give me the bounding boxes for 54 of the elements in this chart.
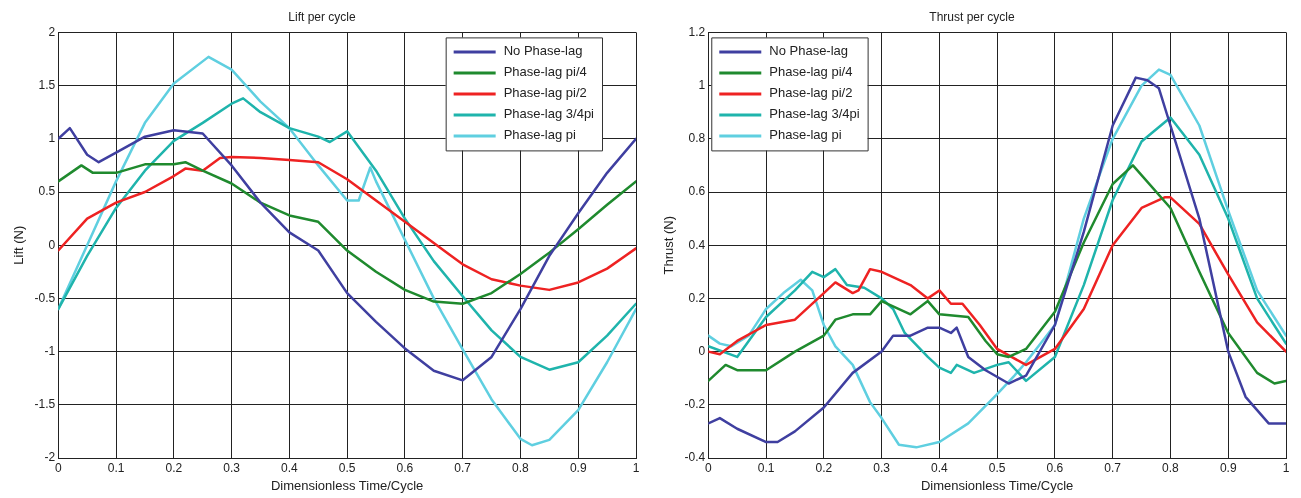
y-axis-title: Thrust (N) bbox=[661, 215, 677, 275]
x-tick-label: 0.8 bbox=[512, 460, 530, 475]
legend-label: No Phase-lag bbox=[503, 43, 583, 59]
legend-label: Phase-lag pi bbox=[503, 127, 577, 143]
y-tick-label: -0.5 bbox=[34, 290, 56, 305]
x-tick-label: 0.1 bbox=[107, 460, 125, 475]
x-tick-label: 0.9 bbox=[569, 460, 587, 475]
x-tick-label: 0.3 bbox=[223, 460, 241, 475]
legend-label: Phase-lag pi/2 bbox=[769, 85, 853, 101]
x-tick-label: 0.5 bbox=[988, 460, 1006, 475]
y-tick-label: -1 bbox=[44, 343, 56, 358]
x-axis-title: Dimensionless Time/Cycle bbox=[920, 477, 1074, 493]
legend-label: Phase-lag pi bbox=[769, 127, 842, 143]
y-tick-label: 0 bbox=[698, 343, 706, 358]
y-tick-label: -0.2 bbox=[684, 397, 706, 412]
x-tick-label: 0.6 bbox=[396, 460, 414, 475]
y-tick-label: 1.2 bbox=[688, 24, 706, 39]
y-tick-label: 0.4 bbox=[688, 237, 706, 252]
chart-title: Thrust per cycle bbox=[929, 9, 1016, 24]
y-tick-label: -0.4 bbox=[684, 450, 706, 465]
legend-label: Phase-lag pi/4 bbox=[769, 64, 853, 80]
legend-label: Phase-lag 3/4pi bbox=[503, 106, 595, 122]
x-tick-label: 0.2 bbox=[815, 460, 833, 475]
x-axis-title: Dimensionless Time/Cycle bbox=[270, 477, 424, 493]
x-tick-label: 1 bbox=[1282, 460, 1290, 475]
x-tick-label: 0.5 bbox=[338, 460, 356, 475]
legend-label: No Phase-lag bbox=[769, 43, 849, 59]
legend-label: Phase-lag 3/4pi bbox=[769, 106, 860, 122]
y-tick-label: 0.2 bbox=[688, 290, 706, 305]
y-tick-label: 0.6 bbox=[688, 184, 706, 199]
x-tick-label: 0.3 bbox=[873, 460, 891, 475]
x-tick-label: 0.7 bbox=[454, 460, 472, 475]
y-tick-label: 0.8 bbox=[688, 131, 706, 146]
x-tick-label: 0.1 bbox=[757, 460, 775, 475]
y-axis-title: Lift (N) bbox=[11, 225, 27, 265]
y-tick-label: 1.5 bbox=[38, 77, 56, 92]
x-tick-label: 0.7 bbox=[1104, 460, 1122, 475]
legend-label: Phase-lag pi/4 bbox=[503, 64, 587, 80]
y-tick-label: 0 bbox=[48, 237, 56, 252]
x-tick-label: 0.4 bbox=[931, 460, 949, 475]
legend-label: Phase-lag pi/2 bbox=[503, 85, 587, 101]
x-tick-label: 0.9 bbox=[1219, 460, 1237, 475]
y-tick-label: 0.5 bbox=[38, 184, 56, 199]
y-tick-label: -2 bbox=[44, 450, 56, 465]
y-tick-label: -1.5 bbox=[34, 397, 56, 412]
y-tick-label: 1 bbox=[48, 131, 56, 146]
y-tick-label: 1 bbox=[698, 77, 706, 92]
chart-title: Lift per cycle bbox=[288, 9, 357, 24]
x-tick-label: 0.8 bbox=[1162, 460, 1180, 475]
x-tick-label: 0.6 bbox=[1046, 460, 1064, 475]
x-tick-label: 1 bbox=[632, 460, 640, 475]
y-tick-label: 2 bbox=[48, 24, 56, 39]
x-tick-label: 0.2 bbox=[165, 460, 183, 475]
x-tick-label: 0.4 bbox=[281, 460, 299, 475]
